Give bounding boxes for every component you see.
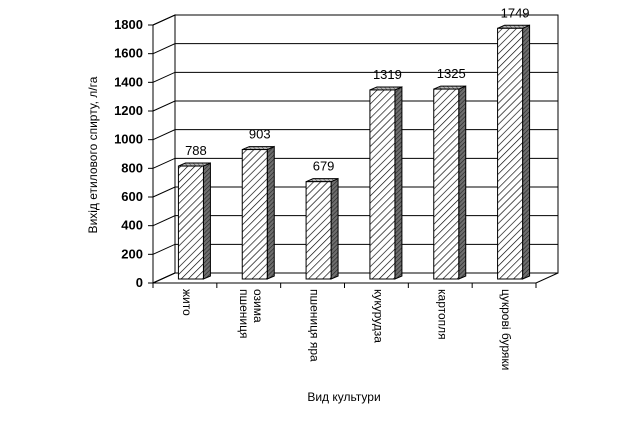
gridline xyxy=(152,186,558,198)
category-labels: жито пшениця озима пшениця яра кукурудза карт… xyxy=(180,289,513,370)
y-tick-label: 600 xyxy=(121,189,143,204)
gridline xyxy=(152,129,558,141)
data-label: 788 xyxy=(185,143,207,158)
y-tick-label: 1400 xyxy=(114,74,143,89)
category-label: озима xyxy=(251,289,265,323)
data-label: 1319 xyxy=(373,67,402,82)
back-wall xyxy=(174,14,559,274)
y-tick-label: 800 xyxy=(121,160,143,175)
y-tick-label: 1600 xyxy=(114,46,143,61)
category-label: жито xyxy=(180,289,194,316)
bar-side xyxy=(394,86,403,280)
y-axis-title: Вихід етилового спирту, л/га xyxy=(86,76,100,233)
y-tick-label: 1000 xyxy=(114,132,143,147)
data-label: 1325 xyxy=(437,66,466,81)
bar xyxy=(177,162,211,280)
bar-side xyxy=(522,24,531,280)
data-label: 903 xyxy=(249,127,271,142)
bar-side xyxy=(202,162,211,280)
bar xyxy=(369,86,403,280)
category-label: картопля xyxy=(435,289,449,340)
x-axis-title: Вид культури xyxy=(307,390,380,404)
bar-front xyxy=(305,181,332,280)
bar xyxy=(305,177,339,280)
bar-front xyxy=(177,165,204,280)
y-tick-label: 200 xyxy=(121,246,143,261)
gridlines xyxy=(152,14,558,284)
gridline xyxy=(152,71,558,83)
gridline xyxy=(152,215,558,227)
data-labels: 788 903 679 1319 1325 1749 xyxy=(185,5,529,173)
bar-side xyxy=(266,145,275,280)
bar-front xyxy=(369,89,396,280)
gridline xyxy=(152,100,558,112)
data-label: 679 xyxy=(313,159,335,174)
gridline xyxy=(152,157,558,169)
category-label: кукурудза xyxy=(371,289,385,343)
bar xyxy=(433,85,467,280)
gridline xyxy=(152,43,558,55)
y-tick-label: 1800 xyxy=(114,17,143,32)
bar-front xyxy=(433,88,460,280)
side-wall xyxy=(152,14,176,284)
y-tick-label: 0 xyxy=(136,275,143,290)
gridline xyxy=(152,272,558,284)
gridline xyxy=(152,14,558,26)
bar xyxy=(241,145,275,280)
y-tick-label: 1200 xyxy=(114,103,143,118)
y-axis-ticks: 0 200 400 600 800 1000 1200 1400 1600 1800 xyxy=(114,17,537,290)
bar-side xyxy=(330,177,339,280)
category-label: пшениця xyxy=(237,289,251,339)
data-label: 1749 xyxy=(501,5,530,20)
bars xyxy=(177,24,531,280)
y-tick-label: 400 xyxy=(121,218,143,233)
category-label: пшениця яра xyxy=(308,289,322,362)
category-label: цукрові буряки xyxy=(499,289,513,370)
gridline xyxy=(152,243,558,255)
bar-front xyxy=(241,149,268,280)
bar-side xyxy=(458,85,467,280)
bar xyxy=(497,24,531,280)
bar-front xyxy=(497,27,524,280)
